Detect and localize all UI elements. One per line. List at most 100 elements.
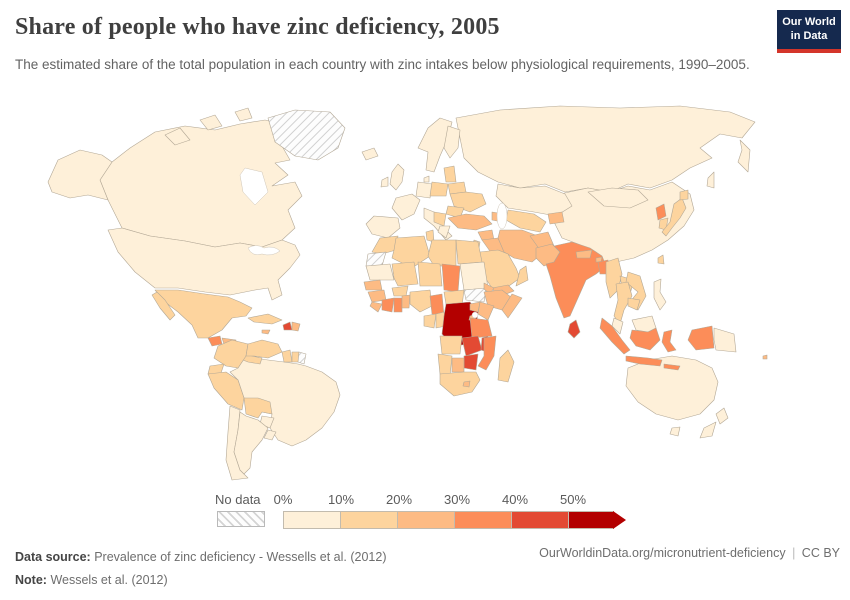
country-papua-new-guinea[interactable] — [713, 327, 737, 353]
legend-seg-30-40[interactable] — [454, 511, 512, 529]
country-spain-portugal[interactable] — [365, 215, 401, 239]
country-indonesia-west-papua[interactable] — [687, 325, 715, 351]
country-guatemala[interactable] — [207, 335, 223, 347]
country-turkey[interactable] — [447, 213, 493, 231]
country-french-guiana[interactable] — [297, 351, 307, 365]
country-thailand[interactable] — [613, 281, 633, 325]
country-iceland[interactable] — [361, 147, 379, 161]
country-nepal[interactable] — [575, 249, 593, 259]
country-egypt[interactable] — [455, 239, 483, 265]
owid-logo[interactable]: Our World in Data — [777, 10, 841, 53]
country-mexico-baja[interactable] — [151, 291, 176, 321]
country-poland[interactable] — [429, 181, 449, 197]
country-morocco[interactable] — [371, 235, 399, 255]
country-indonesia-lesser-sunda[interactable] — [663, 363, 681, 371]
legend-seg-20-30[interactable] — [397, 511, 455, 529]
country-russia-kamchatka[interactable] — [737, 139, 751, 173]
legend-seg-0-10[interactable] — [283, 511, 341, 529]
no-data-swatch[interactable] — [217, 511, 265, 527]
country-uganda[interactable] — [469, 301, 481, 313]
country-ireland[interactable] — [380, 176, 389, 188]
country-cambodia[interactable] — [627, 297, 641, 311]
country-haiti[interactable] — [282, 321, 293, 331]
country-venezuela[interactable] — [245, 339, 283, 359]
country-namibia[interactable] — [437, 353, 453, 377]
country-sierra-leone-liberia[interactable] — [369, 301, 383, 313]
country-russia[interactable] — [455, 105, 756, 193]
country-germany[interactable] — [415, 181, 433, 199]
country-angola[interactable] — [439, 335, 463, 355]
country-chad[interactable] — [441, 263, 461, 293]
legend-seg-40-50[interactable] — [511, 511, 569, 529]
data-source-value[interactable]: Prevalence of zinc deficiency - Wessells… — [94, 550, 387, 564]
country-tanzania[interactable] — [469, 317, 493, 339]
country-indonesia-sumatra[interactable] — [599, 317, 631, 355]
country-madagascar[interactable] — [497, 349, 515, 383]
country-cote-divoire[interactable] — [381, 297, 395, 313]
legend-seg-10-20[interactable] — [340, 511, 398, 529]
country-western-sahara[interactable] — [365, 251, 387, 267]
country-japan-hokkaido[interactable] — [679, 189, 689, 201]
country-indonesia-kalimantan[interactable] — [629, 327, 661, 351]
country-mauritania[interactable] — [365, 263, 395, 281]
country-south-africa[interactable] — [439, 371, 481, 397]
country-botswana[interactable] — [451, 357, 465, 373]
country-australia-tasmania[interactable] — [669, 426, 681, 437]
country-australia[interactable] — [625, 355, 719, 421]
country-canada-island2[interactable] — [199, 114, 223, 131]
country-nigeria[interactable] — [409, 289, 433, 313]
country-ukraine[interactable] — [449, 191, 487, 213]
country-argentina[interactable] — [233, 411, 269, 475]
country-indonesia-sulawesi[interactable] — [661, 329, 677, 353]
country-burkina-faso[interactable] — [391, 285, 409, 297]
country-zimbabwe[interactable] — [463, 353, 479, 371]
country-somalia[interactable] — [501, 293, 523, 319]
country-france[interactable] — [391, 193, 421, 221]
country-south-sudan[interactable] — [463, 287, 487, 303]
country-niger[interactable] — [417, 261, 443, 287]
country-finland[interactable] — [443, 125, 461, 159]
country-denmark[interactable] — [423, 175, 430, 183]
country-peru[interactable] — [207, 371, 245, 411]
country-new-zealand-north[interactable] — [715, 407, 729, 425]
country-canada-island3[interactable] — [234, 107, 253, 122]
country-north-korea[interactable] — [655, 203, 667, 221]
country-mozambique[interactable] — [477, 335, 497, 371]
citation-link[interactable]: OurWorldinData.org/micronutrient-deficie… — [539, 546, 786, 560]
country-kyrgyzstan-tajikistan[interactable] — [547, 211, 565, 225]
country-greece[interactable] — [437, 225, 451, 239]
country-baltic-states[interactable] — [443, 165, 457, 183]
country-ghana[interactable] — [393, 297, 403, 313]
country-sri-lanka[interactable] — [567, 319, 581, 339]
country-mali[interactable] — [391, 261, 419, 287]
country-colombia[interactable] — [213, 339, 249, 369]
country-new-zealand-south[interactable] — [699, 421, 717, 439]
legend-seg-50-plus[interactable] — [568, 511, 614, 529]
country-united-kingdom[interactable] — [389, 163, 405, 191]
country-russia-sakhalin[interactable] — [706, 171, 715, 189]
country-mexico[interactable] — [154, 289, 253, 339]
country-canada-island1[interactable] — [164, 127, 191, 146]
country-gabon[interactable] — [423, 313, 437, 329]
country-mongolia[interactable] — [587, 187, 649, 209]
country-china[interactable] — [553, 181, 695, 263]
country-greenland[interactable] — [267, 109, 346, 161]
country-oman[interactable] — [515, 265, 529, 287]
country-cuba[interactable] — [247, 313, 283, 325]
country-kazakhstan[interactable] — [495, 183, 573, 217]
country-taiwan[interactable] — [657, 254, 665, 265]
country-united-states-alaska[interactable] — [47, 149, 113, 201]
country-india[interactable] — [545, 241, 607, 319]
country-dominican-republic[interactable] — [291, 321, 301, 332]
country-lesotho[interactable] — [462, 380, 471, 388]
country-jamaica[interactable] — [261, 329, 271, 335]
country-japan[interactable] — [661, 197, 687, 237]
country-guyana[interactable] — [281, 349, 293, 363]
country-philippines[interactable] — [653, 278, 667, 311]
country-togo-benin[interactable] — [401, 294, 411, 309]
country-uruguay[interactable] — [263, 429, 277, 441]
country-bolivia[interactable] — [243, 397, 273, 419]
country-zambia[interactable] — [461, 335, 483, 357]
country-libya[interactable] — [427, 239, 457, 267]
